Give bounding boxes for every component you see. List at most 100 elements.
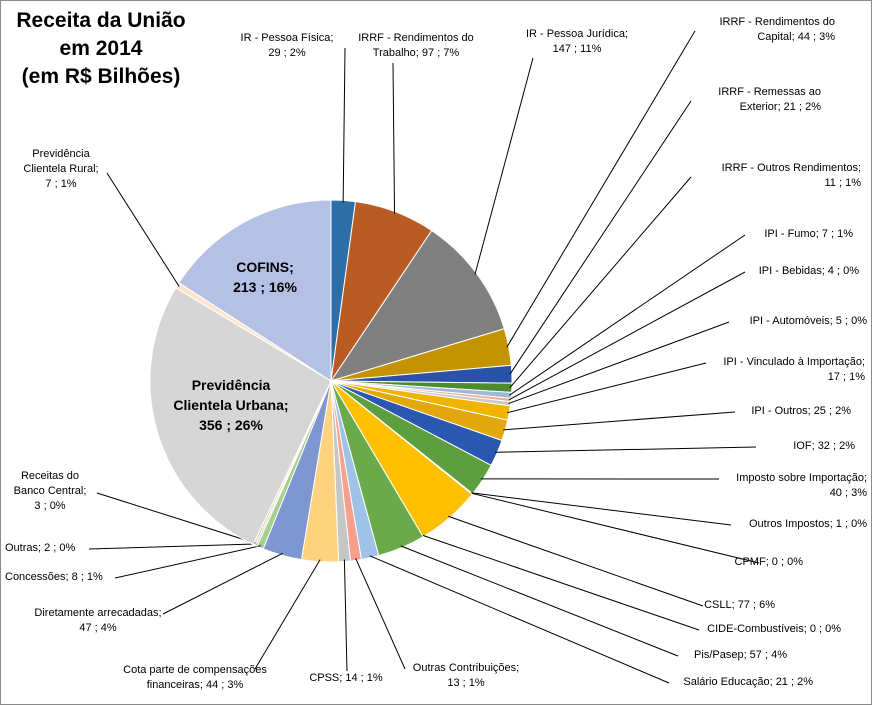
data-label-21: Cota parte de compensações financeiras; 4…: [109, 663, 281, 693]
leader-line-19: [355, 558, 406, 670]
data-label-15-line-0: CSLL; 77 ; 6%: [704, 599, 775, 611]
data-label-9-line-1: 17 ; 1%: [827, 371, 865, 383]
data-label-20: CPSS; 14 ; 1%: [301, 671, 391, 686]
data-label-24-line-0: Outras; 2 ; 0%: [5, 542, 76, 554]
data-label-27: Previdência Clientela Rural; 7 ; 1%: [5, 147, 117, 192]
data-label-25: Receitas do Banco Central; 3 ; 0%: [5, 469, 95, 514]
leader-line-2: [474, 57, 534, 275]
data-label-11: IOF; 32 ; 2%: [731, 439, 855, 454]
data-label-2-line-1: 147 ; 11%: [552, 43, 602, 55]
data-label-26-line-1: Clientela Urbana;: [173, 397, 289, 413]
data-label-16-line-0: CIDE-Combustíveis; 0 ; 0%: [707, 623, 841, 635]
data-label-20-line-0: CPSS; 14 ; 1%: [309, 672, 383, 684]
data-label-23: Concessões; 8 ; 1%: [5, 570, 121, 585]
leader-line-20: [343, 559, 348, 672]
data-label-5-line-0: IRRF - Outros Rendimentos;: [721, 162, 861, 174]
leader-line-0: [342, 47, 346, 203]
leader-line-25: [96, 492, 256, 544]
leader-line-13: [470, 492, 732, 526]
data-label-14: CPMF; 0 ; 0%: [701, 555, 803, 570]
leader-line-23: [114, 545, 261, 579]
data-label-2-line-0: IR - Pessoa Jurídica;: [525, 28, 629, 40]
data-label-26-line-0: Previdência: [191, 377, 271, 393]
leader-line-22: [162, 552, 283, 615]
chart-title-line-2: em 2014: [59, 37, 143, 60]
data-label-0: IR - Pessoa Física; 29 ; 2%: [227, 31, 347, 61]
data-label-19-line-0: Outras Contribuições;: [412, 662, 520, 674]
data-label-6-line-0: IPI - Fumo; 7 ; 1%: [764, 228, 853, 240]
leader-line-8: [508, 321, 730, 405]
data-label-10-line-0: IPI - Outros; 25 ; 2%: [751, 405, 851, 417]
leader-line-27: [106, 172, 180, 287]
data-label-7-line-0: IPI - Bebidas; 4 ; 0%: [758, 265, 859, 277]
pie-slice-28: [178, 199, 332, 382]
data-label-17: Pis/Pasep; 57 ; 4%: [661, 648, 787, 663]
data-label-3-line-1: Capital; 44 ; 3%: [757, 31, 835, 43]
data-label-25-line-1: Banco Central;: [13, 485, 87, 497]
leader-line-16: [421, 534, 700, 631]
chart-title-line-3: (em R$ Bilhões): [21, 65, 181, 88]
leader-line-15: [448, 515, 704, 607]
data-label-19-line-1: 13 ; 1%: [447, 677, 485, 689]
pie-slice-2: [329, 229, 505, 382]
data-label-5: IRRF - Outros Rendimentos; 11 ; 1%: [691, 161, 861, 191]
leader-line-17: [400, 545, 679, 657]
leader-line-3: [506, 30, 696, 348]
data-label-28-line-0: COFINS;: [236, 259, 294, 275]
pie-slice-26: [149, 287, 332, 546]
data-label-3-line-0: IRRF - Rendimentos do: [719, 16, 835, 28]
leader-line-6: [509, 234, 746, 396]
data-label-16: CIDE-Combustíveis; 0 ; 0%: [681, 622, 841, 637]
data-label-13: Outros Impostos; 1 ; 0%: [701, 517, 867, 532]
data-label-13-line-0: Outros Impostos; 1 ; 0%: [749, 518, 867, 530]
data-label-18-line-0: Salário Educação; 21 ; 2%: [683, 676, 813, 688]
data-label-26: Previdência Clientela Urbana; 356 ; 26%: [161, 375, 301, 435]
data-label-24: Outras; 2 ; 0%: [5, 541, 97, 556]
data-label-12: Imposto sobre Importação; 40 ; 3%: [691, 471, 867, 501]
data-label-1: IRRF - Rendimentos do Trabalho; 97 ; 7%: [351, 31, 481, 61]
data-label-12-line-1: 40 ; 3%: [829, 487, 867, 499]
data-label-2: IR - Pessoa Jurídica; 147 ; 11%: [517, 27, 637, 57]
data-label-14-line-0: CPMF; 0 ; 0%: [734, 556, 803, 568]
data-label-0-line-1: 29 ; 2%: [268, 47, 306, 59]
leader-line-9: [507, 362, 707, 414]
data-label-22-line-1: 47 ; 4%: [79, 622, 117, 634]
leader-line-4: [509, 100, 692, 375]
data-label-19: Outras Contribuições; 13 ; 1%: [401, 661, 531, 691]
leader-line-21: [254, 559, 321, 670]
data-label-4: IRRF - Remessas ao Exterior; 21 ; 2%: [691, 85, 821, 115]
data-label-21-line-0: Cota parte de compensações: [123, 664, 267, 676]
data-label-0-line-0: IR - Pessoa Física;: [240, 32, 334, 44]
data-label-1-line-0: IRRF - Rendimentos do: [358, 32, 474, 44]
data-label-15: CSLL; 77 ; 6%: [681, 598, 775, 613]
data-label-9: IPI - Vinculado à Importação; 17 ; 1%: [671, 355, 865, 385]
data-label-4-line-0: IRRF - Remessas ao: [718, 86, 821, 98]
data-label-9-line-0: IPI - Vinculado à Importação;: [723, 356, 865, 368]
data-label-5-line-1: 11 ; 1%: [824, 177, 862, 189]
data-label-23-line-0: Concessões; 8 ; 1%: [5, 571, 103, 583]
data-label-8-line-0: IPI - Automóveis; 5 ; 0%: [749, 315, 867, 327]
data-label-25-line-0: Receitas do: [20, 470, 80, 482]
leader-line-10: [503, 411, 736, 431]
data-label-11-line-0: IOF; 32 ; 2%: [793, 440, 855, 452]
leader-line-11: [495, 446, 757, 453]
data-label-22: Diretamente arrecadadas; 47 ; 4%: [23, 606, 173, 636]
data-label-27-line-1: Clientela Rural;: [23, 163, 99, 175]
data-label-8: IPI - Automóveis; 5 ; 0%: [701, 314, 867, 329]
data-label-4-line-1: Exterior; 21 ; 2%: [739, 101, 821, 113]
data-label-26-line-2: 356 ; 26%: [199, 417, 263, 433]
leader-line-1: [392, 62, 396, 214]
data-label-28-line-1: 213 ; 16%: [233, 279, 297, 295]
data-label-7: IPI - Bebidas; 4 ; 0%: [701, 264, 859, 279]
data-label-17-line-0: Pis/Pasep; 57 ; 4%: [694, 649, 787, 661]
data-label-21-line-1: financeiras; 44 ; 3%: [146, 679, 244, 691]
data-label-12-line-0: Imposto sobre Importação;: [736, 472, 867, 484]
data-label-3: IRRF - Rendimentos do Capital; 44 ; 3%: [695, 15, 835, 45]
leader-line-5: [509, 176, 692, 389]
chart-title-line-1: Receita da União: [16, 9, 186, 32]
data-label-27-line-2: 7 ; 1%: [45, 178, 77, 190]
data-label-6: IPI - Fumo; 7 ; 1%: [701, 227, 853, 242]
leader-line-24: [88, 543, 258, 550]
